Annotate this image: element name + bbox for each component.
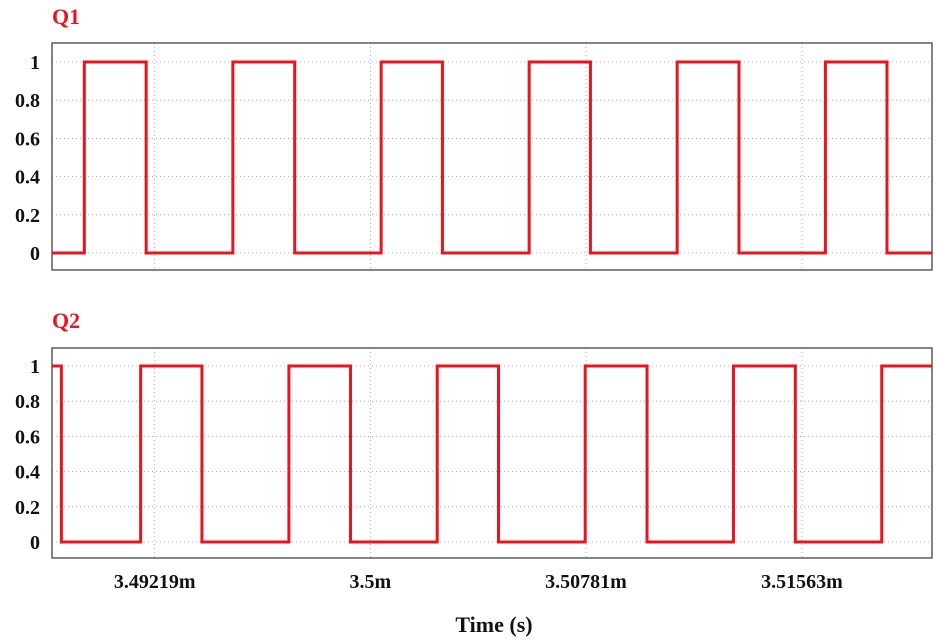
y-tick-label: 0.8 [15,90,40,112]
x-tick-label: 3.5m [350,571,392,593]
x-tick-label: 3.51563m [761,571,843,593]
x-axis-label: Time (s) [455,612,532,637]
y-tick-label: 0 [30,532,40,554]
y-tick-label: 0.6 [15,426,40,448]
y-tick-label: 0.8 [15,391,40,413]
y-tick-label: 0.2 [15,205,40,227]
plot-frame [51,42,933,271]
signal-line [52,364,932,544]
y-tick-label: 1 [30,356,40,378]
y-tick-label: 0.2 [15,497,40,519]
y-tick-label: 1 [30,52,40,74]
q1-panel: Q1 0 0.2 0.4 0.6 0.8 1 [15,4,933,271]
y-tick-label: 0.4 [15,462,40,484]
panel-title: Q1 [52,4,80,29]
panel-title: Q2 [52,308,80,333]
signal-line [52,60,932,255]
x-tick-label: 3.49219m [114,571,196,593]
y-tick-label: 0.6 [15,128,40,150]
y-tick-label: 0.4 [15,167,40,189]
x-tick-label: 3.50781m [545,571,627,593]
plot-frame [51,347,933,559]
y-tick-label: 0 [30,243,40,265]
q2-panel: Q2 0 0.2 0.4 0.6 0.8 1 3.49219m 3.5m 3.50781m 3.51… [15,308,933,593]
